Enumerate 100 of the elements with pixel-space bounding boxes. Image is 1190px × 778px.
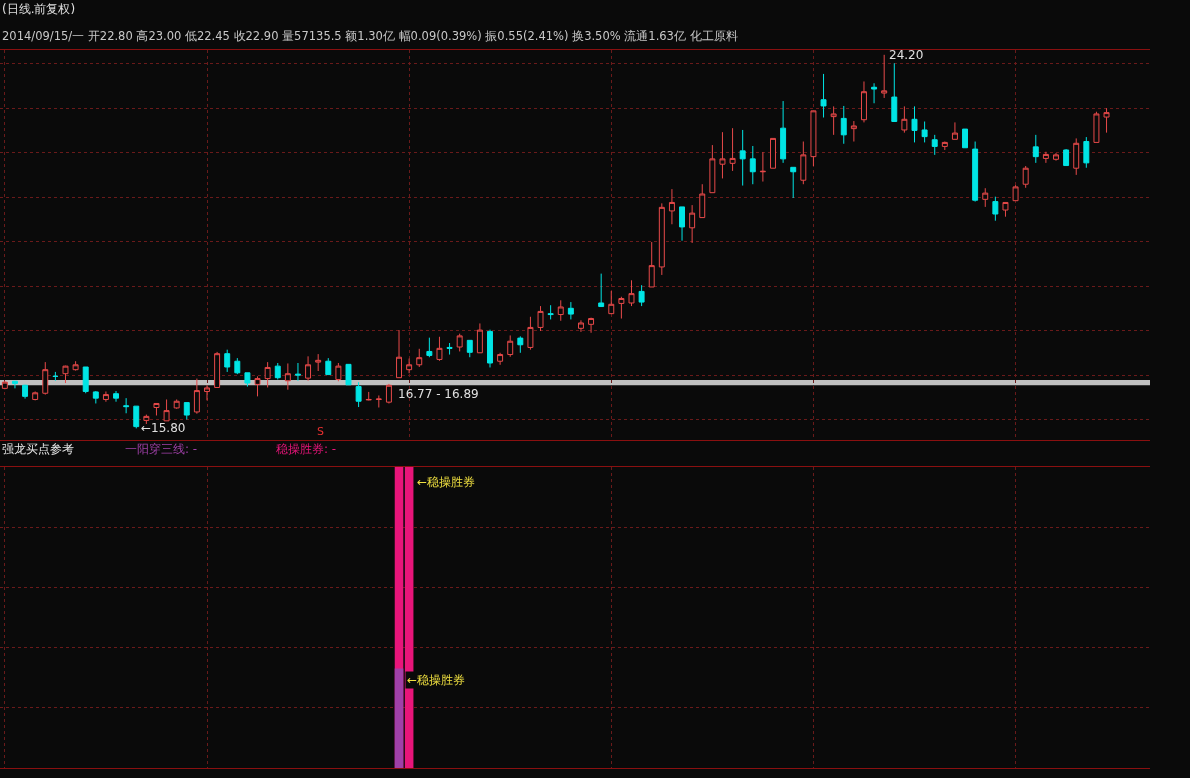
candlestick xyxy=(143,414,150,425)
candlestick xyxy=(153,402,160,416)
candlestick xyxy=(517,335,524,354)
annotation: ←稳操胜券 xyxy=(407,673,466,687)
candlestick xyxy=(52,371,59,382)
candlestick xyxy=(325,357,332,376)
candlestick xyxy=(921,121,928,143)
candlestick xyxy=(608,290,615,315)
candlestick xyxy=(244,372,251,388)
candlestick xyxy=(800,141,807,185)
candlestick xyxy=(487,329,493,368)
candlestick xyxy=(759,151,766,183)
candlestick xyxy=(1093,111,1100,143)
candlestick xyxy=(719,131,726,179)
candlestick xyxy=(881,54,888,99)
candlestick xyxy=(456,333,463,352)
annotation: S xyxy=(317,425,324,438)
candlestick xyxy=(709,144,716,194)
candlestick xyxy=(396,329,403,379)
chart-title: (日线.前复权) xyxy=(2,2,76,16)
candlestick xyxy=(648,241,655,288)
candlestick xyxy=(497,352,504,366)
candlestick xyxy=(820,73,827,119)
candlestick xyxy=(1083,136,1090,169)
candlestick xyxy=(406,358,413,374)
candlestick xyxy=(335,362,342,382)
candlestick xyxy=(1103,107,1110,134)
band-label: 16.77 - 16.89 xyxy=(398,387,479,401)
candlestick xyxy=(537,305,544,332)
candlestick xyxy=(810,110,817,167)
candlestick xyxy=(668,188,675,225)
candlestick xyxy=(547,304,554,320)
candlestick xyxy=(1022,165,1029,189)
candlestick xyxy=(436,336,443,362)
candlestick xyxy=(315,353,322,372)
candlestick xyxy=(830,105,837,136)
chart-subtitle: 2014/09/15/一 开22.80 高23.00 低22.45 收22.90 量57135.5 额1.30亿 幅0.09(0.39%) 振0.55(2.41%) 换3.50% 流通1.63亿 化工原料 xyxy=(2,29,738,43)
candlestick xyxy=(598,273,605,308)
candlestick xyxy=(254,375,261,397)
candlestick xyxy=(729,127,736,172)
candlestick xyxy=(699,183,706,219)
candlestick xyxy=(42,361,49,396)
candlestick xyxy=(951,121,958,140)
candlestick xyxy=(871,82,878,104)
candlestick xyxy=(385,383,392,404)
candlestick xyxy=(446,342,453,356)
candlestick xyxy=(32,390,39,401)
candlestick xyxy=(102,390,109,403)
candlestick xyxy=(972,141,979,203)
candlestick xyxy=(214,351,221,388)
candlestick xyxy=(345,363,352,386)
candlestick xyxy=(850,120,857,143)
candlestick xyxy=(689,204,696,244)
candlestick xyxy=(1032,134,1039,164)
candlestick xyxy=(163,398,170,422)
candlestick xyxy=(1002,201,1009,218)
candlestick xyxy=(557,299,564,322)
candlestick xyxy=(224,349,231,373)
candlestick xyxy=(901,105,908,134)
candlestick xyxy=(749,145,756,185)
candlestick xyxy=(264,361,271,388)
candlestick xyxy=(22,384,29,400)
text: 强龙买点参考 xyxy=(2,442,74,456)
candlestick xyxy=(466,339,473,358)
candlestick xyxy=(911,105,918,143)
candlestick xyxy=(113,390,120,403)
candlestick xyxy=(588,317,595,334)
text: 一阳穿三线: - xyxy=(125,442,198,456)
candlestick xyxy=(92,390,99,404)
candlestick xyxy=(527,316,534,351)
candlestick xyxy=(234,357,241,375)
candlestick xyxy=(193,378,200,415)
candlestick xyxy=(11,380,18,389)
candlestick xyxy=(739,129,746,187)
candlestick xyxy=(679,206,686,242)
candlestick xyxy=(365,391,372,401)
candlestick xyxy=(416,348,423,368)
candlestick xyxy=(507,334,514,358)
candlestick xyxy=(1012,184,1019,202)
candlestick xyxy=(476,322,483,354)
candlestick xyxy=(931,134,938,156)
candlestick xyxy=(284,362,291,391)
candlestick xyxy=(355,381,362,408)
candlestick xyxy=(577,319,584,333)
candlestick xyxy=(618,296,625,320)
candlestick xyxy=(82,366,89,394)
candlestick xyxy=(133,405,140,429)
candlestick xyxy=(962,128,969,149)
candlestick xyxy=(305,355,312,382)
candlestick xyxy=(891,62,898,123)
annotation: ←稳操胜券 xyxy=(417,475,476,489)
candlestick xyxy=(1073,137,1080,176)
text: 稳操胜券: - xyxy=(276,442,337,456)
candlestick xyxy=(375,394,382,408)
annotation: ←15.80 xyxy=(141,421,186,435)
candlestick xyxy=(1063,148,1070,167)
candlestick xyxy=(860,80,867,123)
candlestick xyxy=(294,362,301,382)
candlestick xyxy=(790,166,797,199)
candlestick xyxy=(658,202,665,276)
